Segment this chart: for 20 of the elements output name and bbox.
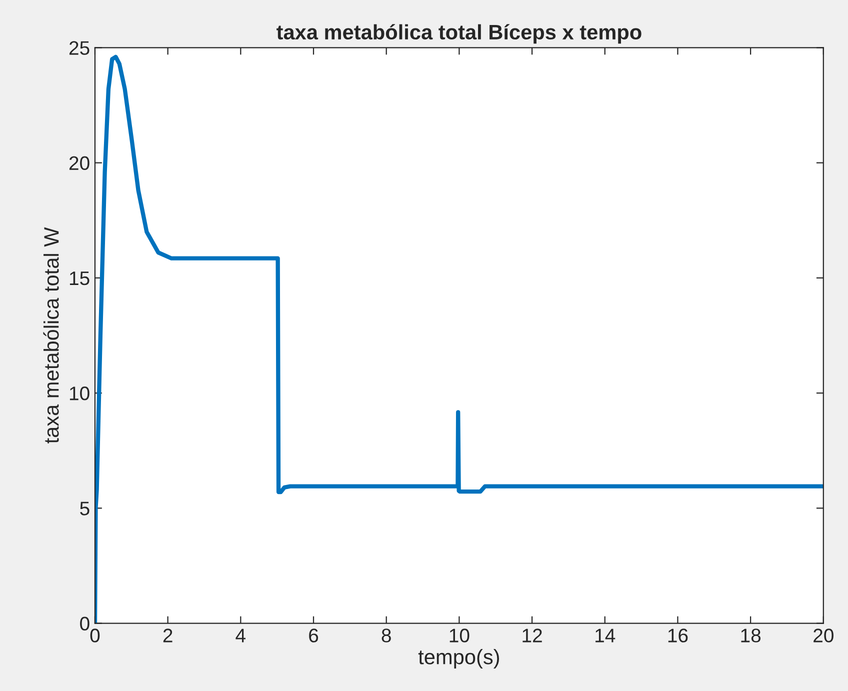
y-axis-title: taxa metabólica total W (43, 227, 59, 444)
x-tick-label: 16 (668, 628, 688, 642)
y-tick-label: 10 (70, 386, 90, 400)
x-axis-title: tempo(s) (418, 649, 499, 668)
y-tick-label: 0 (80, 616, 90, 631)
x-tick-label: 8 (382, 628, 391, 642)
chart-title: taxa metabólica total Bíceps x tempo (276, 24, 642, 44)
x-tick-label: 10 (450, 628, 470, 642)
y-tick-label: 25 (69, 41, 90, 55)
x-tick-label: 18 (741, 628, 761, 642)
y-tick-label: 20 (69, 156, 90, 170)
x-tick-label: 14 (596, 628, 616, 642)
x-tick-label: 0 (90, 628, 100, 642)
x-tick-label: 2 (163, 628, 172, 642)
x-tick-label: 20 (814, 628, 834, 642)
x-tick-label: 12 (522, 628, 542, 642)
y-tick-label: 5 (80, 502, 90, 516)
y-tick-label: 15 (70, 272, 90, 286)
x-tick-label: 6 (309, 628, 318, 642)
x-tick-label: 4 (236, 628, 246, 642)
